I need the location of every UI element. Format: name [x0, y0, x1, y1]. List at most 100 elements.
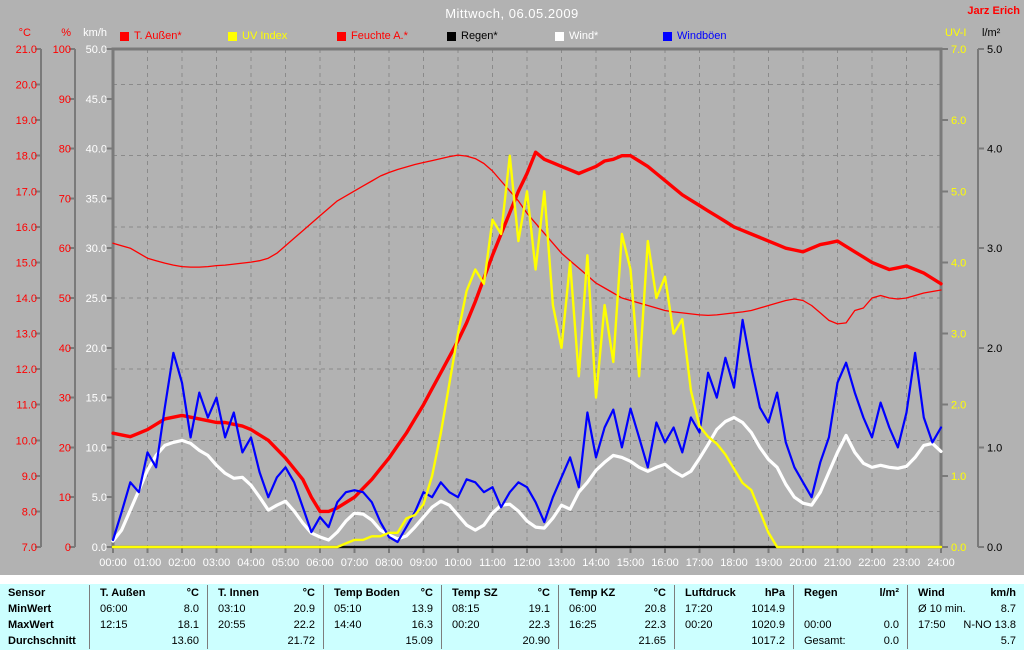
x-axis-label: 02:00	[168, 557, 196, 569]
cell-value: 20.90	[522, 635, 550, 647]
series-windboeen	[111, 318, 943, 544]
cell-time: 00:20	[685, 619, 713, 631]
axis-tick-label-rain: 2.0	[987, 343, 1002, 355]
axis-tick-label-wind: 35.0	[86, 193, 107, 205]
table-value-cell: 05:10 13.9	[323, 601, 441, 617]
cell-time: 16:25	[569, 619, 597, 631]
legend-swatch	[447, 31, 456, 41]
cell-value: 18.1	[177, 619, 199, 631]
table-header-cell: Temp SZ °C	[441, 585, 558, 601]
cell-value: 0.0	[883, 635, 899, 647]
x-axis-label: 13:00	[548, 557, 576, 569]
cell-value: km/h	[990, 587, 1016, 599]
legend-label: UV Index	[242, 30, 288, 42]
chart-legend: T. Außen* UV Index Feuchte A.* Regen* Wind* W…	[0, 0, 1024, 46]
x-axis-label: 18:00	[720, 557, 748, 569]
axis-unit-uv: UV-I	[945, 27, 966, 39]
axis-tick-label-temp: 15.0	[16, 257, 37, 269]
axis-tick-label-humidity: 30	[59, 393, 71, 405]
legend-swatch	[663, 31, 672, 41]
x-axis-label: 01:00	[134, 557, 162, 569]
legend-item-6: Windböen	[663, 30, 727, 42]
axis-tick-label-temp: 20.0	[16, 80, 37, 92]
cell-value: 20.8	[644, 603, 666, 615]
x-axis-label: 12:00	[513, 557, 541, 569]
table-value-cell: 16:25 22.3	[558, 617, 674, 633]
axis-unit-humidity: %	[61, 27, 71, 39]
cell-value: N-NO 13.8	[963, 619, 1016, 631]
axis-tick-label-uv: 4.0	[951, 257, 966, 269]
cell-time: 06:00	[100, 603, 128, 615]
table-value-cell	[793, 601, 907, 617]
x-axis-label: 05:00	[272, 557, 300, 569]
cell-value: hPa	[764, 587, 785, 599]
axis-tick-label-temp: 14.0	[16, 293, 37, 305]
cell-time: 03:10	[218, 603, 246, 615]
x-axis-label: 22:00	[858, 557, 886, 569]
axis-tick-label-temp: 16.0	[16, 222, 37, 234]
cell-value: 19.1	[528, 603, 550, 615]
legend-item-3: Feuchte A.*	[337, 30, 408, 42]
cell-value: 8.7	[1000, 603, 1016, 615]
cell-value: 5.7	[1000, 635, 1016, 647]
table-value-cell: 06:00 20.8	[558, 601, 674, 617]
table-value-cell: Ø 10 min. 8.7	[907, 601, 1024, 617]
axis-tick-label-humidity: 90	[59, 94, 71, 106]
x-axis-label: 19:00	[755, 557, 783, 569]
x-axis-label: 16:00	[651, 557, 679, 569]
axis-tick-label-temp: 21.0	[16, 44, 37, 56]
axis-tick-label-temp: 10.0	[16, 435, 37, 447]
axis-tick-label-wind: 25.0	[86, 293, 107, 305]
table-row-label: Durchschnitt	[8, 635, 76, 647]
axis-tick-label-humidity: 40	[59, 343, 71, 355]
cell-time: T. Außen	[100, 587, 146, 599]
table-header-cell: Luftdruck hPa	[674, 585, 793, 601]
cell-value: °C	[302, 587, 315, 599]
cell-time: Regen	[804, 587, 838, 599]
x-axis-label: 09:00	[410, 557, 438, 569]
axis-tick-label-rain: 0.0	[987, 542, 1002, 554]
cell-time: 06:00	[569, 603, 597, 615]
table-header-cell: T. Innen °C	[207, 585, 323, 601]
cell-time: Wind	[918, 587, 945, 599]
page-title: Mittwoch, 06.05.2009	[445, 6, 579, 21]
axis-tick-label-rain: 5.0	[987, 44, 1002, 56]
cell-time: 12:15	[100, 619, 128, 631]
cell-value: 20.9	[293, 603, 315, 615]
cell-value: 0.0	[883, 619, 899, 631]
axis-unit-wind: km/h	[83, 27, 107, 39]
axis-tick-label-wind: 20.0	[86, 343, 107, 355]
station-name: Jarz Erich	[967, 5, 1020, 17]
axis-tick-label-temp: 11.0	[16, 400, 37, 412]
table-row-label: Sensor	[8, 587, 46, 599]
cell-time: Temp SZ	[452, 587, 498, 599]
legend-item-5: Wind*	[555, 30, 598, 42]
x-axis-label: 08:00	[375, 557, 403, 569]
table-row-label: MaxWert	[8, 619, 54, 631]
cell-time: 08:15	[452, 603, 480, 615]
table-value-cell: 14:40 16.3	[323, 617, 441, 633]
cell-value: 1017.2	[751, 635, 785, 647]
axis-tick-label-uv: 5.0	[951, 186, 966, 198]
table-row-label: MinWert	[8, 603, 52, 615]
axis-tick-label-uv: 0.0	[951, 542, 966, 554]
axis-tick-label-wind: 5.0	[92, 492, 107, 504]
table-header-cell: T. Außen °C	[89, 585, 207, 601]
axis-tick-label-wind: 30.0	[86, 243, 107, 255]
axis-tick-label-uv: 2.0	[951, 400, 966, 412]
table-value-cell: 17:20 1014.9	[674, 601, 793, 617]
series-t_aussen	[111, 150, 943, 514]
axis-tick-label-humidity: 70	[59, 193, 71, 205]
series-uv_index	[111, 154, 943, 549]
cell-time: 20:55	[218, 619, 246, 631]
axis-tick-label-humidity: 100	[53, 44, 71, 56]
axis-tick-label-wind: 15.0	[86, 393, 107, 405]
table-header-cell: Temp KZ °C	[558, 585, 674, 601]
x-axis-label: 24:00	[927, 557, 955, 569]
legend-swatch	[337, 31, 346, 41]
table-value-cell: 20.90	[441, 633, 558, 649]
cell-value: °C	[653, 587, 666, 599]
x-axis-label: 06:00	[306, 557, 334, 569]
table-value-cell: 12:15 18.1	[89, 617, 207, 633]
